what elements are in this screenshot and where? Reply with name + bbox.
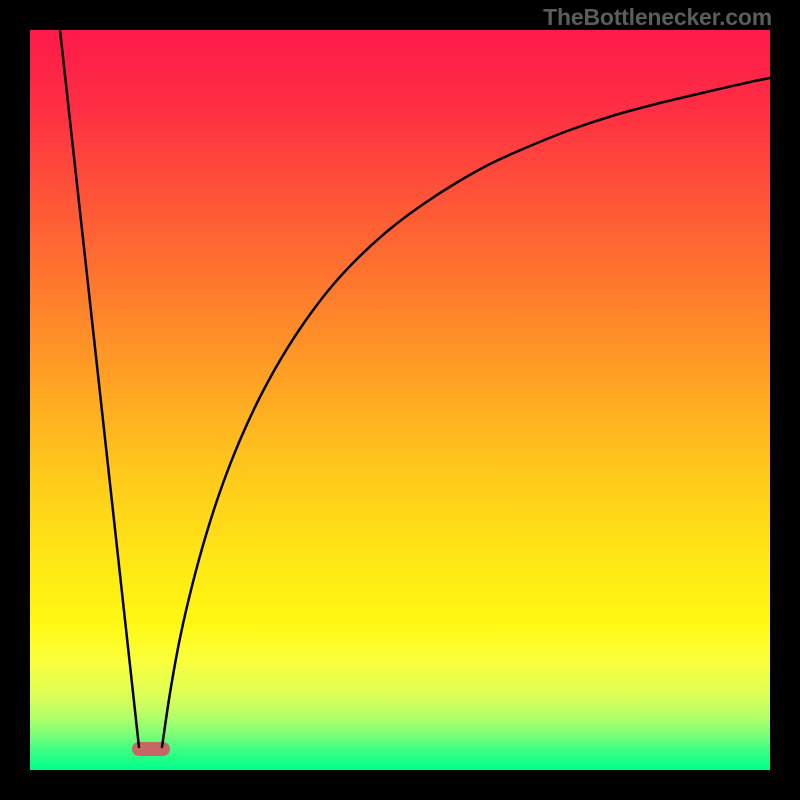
- plot-svg: [30, 30, 770, 770]
- curve-left-leg: [60, 30, 139, 747]
- watermark-text: TheBottlenecker.com: [543, 4, 772, 31]
- curve-right-curve: [162, 78, 770, 747]
- plot-area: [30, 30, 770, 770]
